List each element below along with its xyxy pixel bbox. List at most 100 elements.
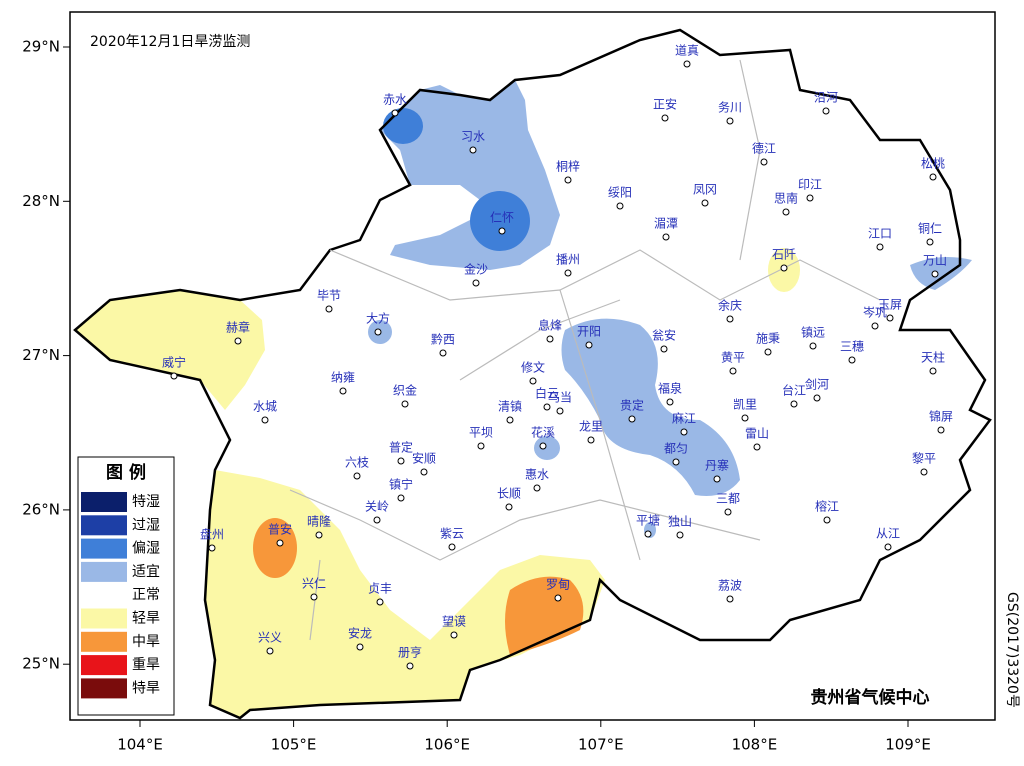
city-dot — [662, 233, 670, 241]
legend-swatch — [81, 538, 127, 559]
city-dot — [672, 458, 680, 466]
dry-region — [505, 576, 584, 655]
city-dot — [926, 238, 934, 246]
city-dot — [683, 60, 691, 68]
city-label: 台江 — [782, 383, 806, 398]
legend-label: 特湿 — [132, 494, 160, 510]
city-dot — [420, 468, 428, 476]
province-border — [73, 28, 992, 720]
legend-label: 偏湿 — [132, 541, 160, 557]
city-dot — [760, 158, 768, 166]
legend-swatch — [81, 631, 127, 652]
city-dot — [848, 356, 856, 364]
city-dot — [660, 345, 668, 353]
city-label: 岑巩 — [863, 306, 887, 320]
city-dot — [539, 442, 547, 450]
city-dot — [676, 531, 684, 539]
city-label: 万山 — [923, 254, 947, 268]
city-label: 织金 — [393, 383, 417, 398]
city-dot — [533, 484, 541, 492]
city-dot — [886, 314, 894, 322]
city-label: 镇远 — [801, 326, 825, 340]
city-dot — [376, 598, 384, 606]
city-label: 黔西 — [431, 332, 455, 347]
city-dot — [726, 117, 734, 125]
city-label: 普安 — [268, 522, 292, 537]
city-dot — [884, 543, 892, 551]
city-dot — [616, 202, 624, 210]
city-label: 三都 — [716, 492, 740, 506]
city-label: 兴义 — [258, 631, 282, 645]
city-dot — [310, 593, 318, 601]
city-dot — [931, 270, 939, 278]
city-dot — [406, 662, 414, 670]
y-tick-label: 28°N — [22, 192, 60, 210]
city-dot — [529, 377, 537, 385]
city-dot — [439, 349, 447, 357]
city-label: 锦屏 — [929, 410, 953, 424]
city-dot — [929, 367, 937, 375]
city-dot — [753, 443, 761, 451]
x-tick-label: 109°E — [885, 736, 931, 754]
city-label: 安龙 — [348, 626, 372, 641]
city-dot — [937, 426, 945, 434]
city-dot — [628, 415, 636, 423]
city-label: 关岭 — [365, 500, 389, 514]
wet-region — [561, 318, 740, 496]
city-label: 纳雍 — [331, 370, 355, 385]
city-dot — [261, 416, 269, 424]
legend-label: 正常 — [132, 587, 160, 603]
side-note: GS(2017)3320号 — [1004, 592, 1020, 708]
city-label: 望谟 — [442, 615, 466, 629]
city-dot — [325, 305, 333, 313]
city-dot — [170, 372, 178, 380]
city-dot — [373, 516, 381, 524]
city-dot — [726, 315, 734, 323]
city-dot — [391, 109, 399, 117]
city-label: 册亨 — [398, 645, 422, 660]
city-label: 瓮安 — [652, 328, 676, 343]
x-tick-label: 107°E — [578, 736, 624, 754]
legend-label: 适宜 — [132, 564, 160, 580]
city-dot — [339, 387, 347, 395]
city-label: 镇宁 — [389, 477, 413, 492]
city-label: 晴隆 — [307, 514, 331, 529]
city-label: 平坝 — [469, 426, 493, 440]
x-tick-label: 105°E — [271, 736, 317, 754]
y-tick-label: 26°N — [22, 500, 60, 518]
city-label: 龙里 — [579, 420, 603, 434]
city-label: 息烽 — [538, 318, 562, 333]
dry-region — [205, 470, 605, 718]
city-label: 兴仁 — [302, 577, 326, 591]
city-dot — [587, 436, 595, 444]
city-label: 施秉 — [756, 332, 780, 346]
city-dot — [554, 594, 562, 602]
city-label: 清镇 — [498, 400, 522, 414]
legend-title: 图 例 — [106, 462, 146, 483]
city-label: 印江 — [798, 178, 822, 192]
city-label: 麻江 — [672, 411, 696, 426]
city-dot — [806, 194, 814, 202]
city-dot — [208, 544, 216, 552]
city-label: 长顺 — [497, 487, 521, 501]
city-dot — [876, 243, 884, 251]
city-label: 安顺 — [412, 451, 436, 466]
city-label: 桐梓 — [556, 159, 580, 174]
city-label: 榕江 — [815, 499, 839, 514]
x-tick-label: 106°E — [424, 736, 470, 754]
legend-label: 轻旱 — [132, 611, 160, 627]
legend-label: 重旱 — [132, 657, 160, 673]
city-dot — [374, 328, 382, 336]
map-title: 2020年12月1日旱涝监测 — [90, 34, 250, 50]
city-dot — [644, 530, 652, 538]
city-dot — [356, 643, 364, 651]
city-label: 毕节 — [317, 289, 341, 303]
city-label: 正安 — [653, 97, 677, 112]
city-label: 凯里 — [733, 398, 757, 412]
city-label: 仁怀 — [490, 211, 514, 225]
city-label: 花溪 — [531, 425, 555, 440]
city-dot — [564, 176, 572, 184]
city-dot — [701, 199, 709, 207]
city-dot — [477, 442, 485, 450]
